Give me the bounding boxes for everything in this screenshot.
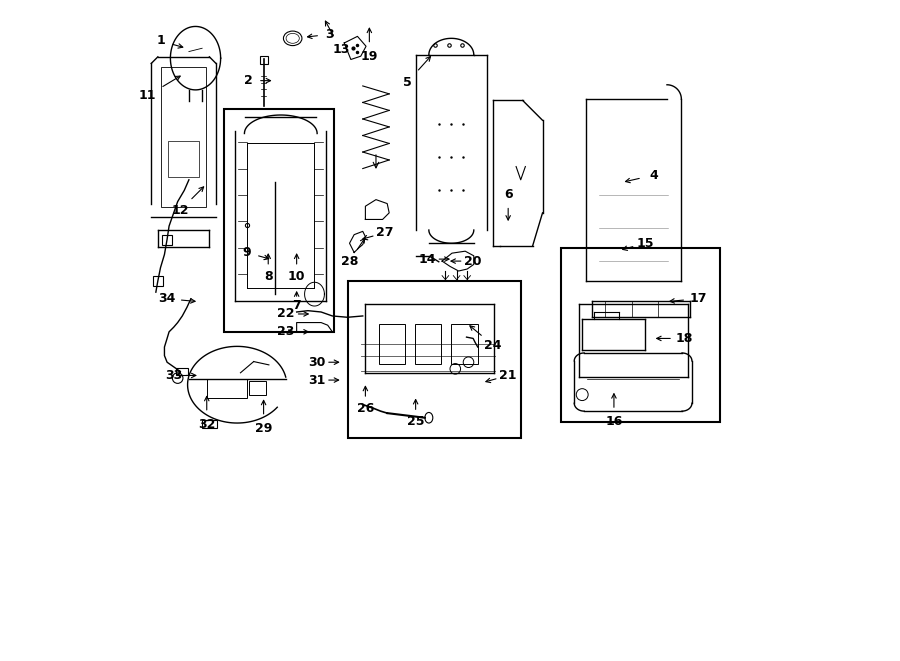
Text: 21: 21 <box>500 369 517 382</box>
Bar <box>415 324 441 364</box>
Bar <box>379 324 405 364</box>
Text: 32: 32 <box>198 418 215 431</box>
Text: 30: 30 <box>308 356 325 369</box>
Text: 33: 33 <box>165 369 183 382</box>
Text: 5: 5 <box>402 76 411 89</box>
Bar <box>202 420 217 428</box>
Text: 15: 15 <box>636 237 653 250</box>
Text: 14: 14 <box>418 253 436 266</box>
Text: 13: 13 <box>332 43 349 56</box>
Bar <box>249 381 266 395</box>
Text: 1: 1 <box>156 34 165 48</box>
Text: 16: 16 <box>605 415 623 428</box>
Bar <box>161 67 206 207</box>
Text: 4: 4 <box>649 169 658 182</box>
Text: 7: 7 <box>292 299 301 312</box>
Text: 22: 22 <box>277 307 295 321</box>
Polygon shape <box>297 323 332 332</box>
Bar <box>207 379 248 398</box>
Text: 26: 26 <box>356 402 374 415</box>
Text: 10: 10 <box>288 270 305 283</box>
Text: 12: 12 <box>172 204 189 217</box>
Bar <box>176 368 187 375</box>
Polygon shape <box>365 200 389 219</box>
Text: 18: 18 <box>676 332 693 345</box>
Bar <box>153 276 163 286</box>
Bar <box>224 109 334 332</box>
Bar <box>347 281 521 438</box>
Text: 31: 31 <box>308 373 325 387</box>
Text: 9: 9 <box>242 246 251 259</box>
Text: 28: 28 <box>341 254 358 268</box>
Text: 6: 6 <box>504 188 512 202</box>
Bar <box>162 235 173 245</box>
Text: 29: 29 <box>255 422 273 435</box>
Text: 27: 27 <box>376 226 394 239</box>
Text: 8: 8 <box>264 270 273 283</box>
Bar <box>451 324 478 364</box>
Bar <box>259 56 267 64</box>
Text: 25: 25 <box>407 415 425 428</box>
Text: 19: 19 <box>361 50 378 63</box>
Polygon shape <box>349 231 365 253</box>
Bar <box>167 141 200 177</box>
Text: 17: 17 <box>689 292 706 305</box>
Bar <box>561 248 720 422</box>
Text: 3: 3 <box>326 28 334 41</box>
Text: 11: 11 <box>139 89 156 102</box>
Text: 23: 23 <box>277 325 295 338</box>
Text: 20: 20 <box>464 254 482 268</box>
Text: 24: 24 <box>484 338 501 352</box>
Text: 34: 34 <box>158 292 176 305</box>
Text: 2: 2 <box>244 74 253 87</box>
